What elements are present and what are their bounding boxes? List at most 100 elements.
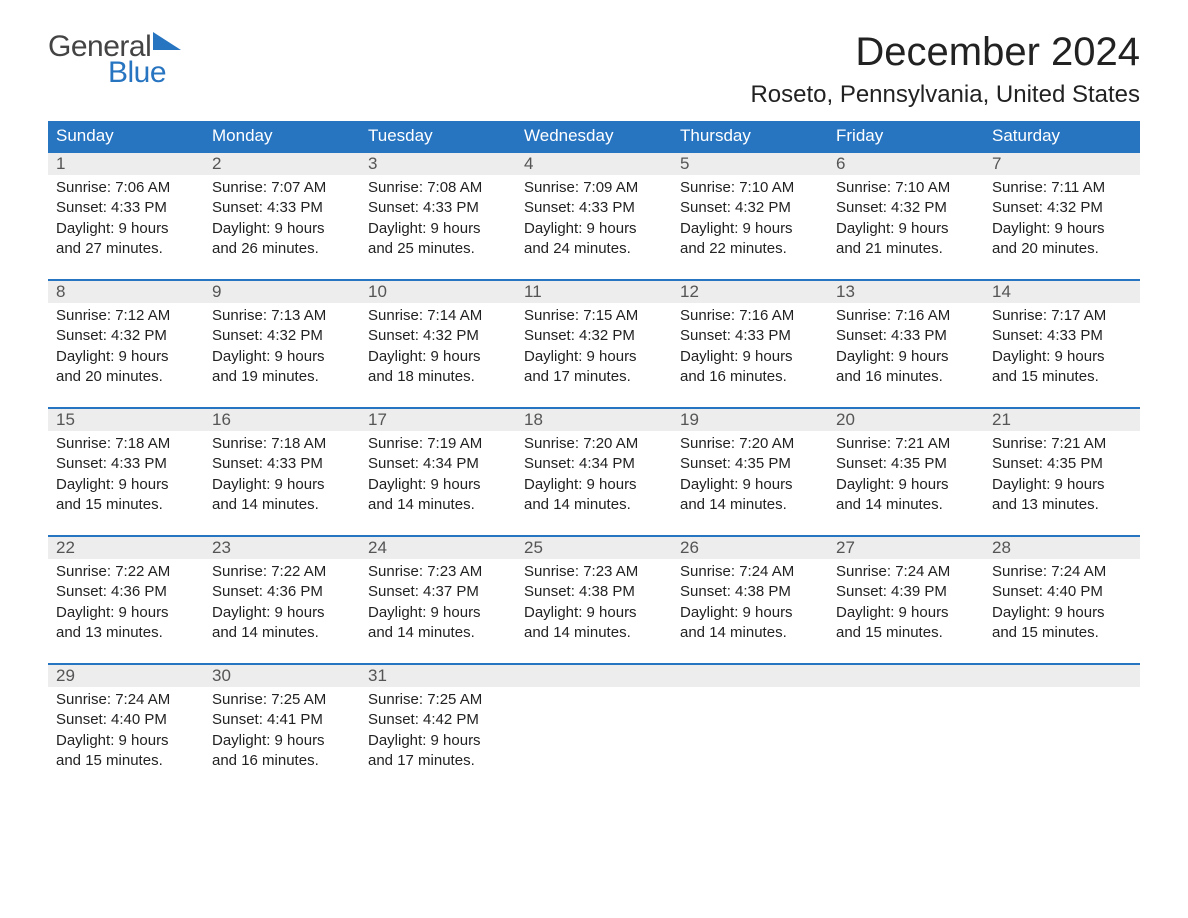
day-number: 12 xyxy=(672,281,828,303)
sunset-text: Sunset: 4:33 PM xyxy=(56,198,196,218)
daylight-text-2: and 19 minutes. xyxy=(212,367,352,387)
sunset-text: Sunset: 4:34 PM xyxy=(368,454,508,474)
day-content: Sunrise: 7:08 AMSunset: 4:33 PMDaylight:… xyxy=(360,175,516,259)
calendar-day: 21Sunrise: 7:21 AMSunset: 4:35 PMDayligh… xyxy=(984,409,1140,515)
daylight-text-1: Daylight: 9 hours xyxy=(212,731,352,751)
day-number: 17 xyxy=(360,409,516,431)
sunset-text: Sunset: 4:38 PM xyxy=(524,582,664,602)
sunrise-text: Sunrise: 7:24 AM xyxy=(992,562,1132,582)
sunset-text: Sunset: 4:33 PM xyxy=(56,454,196,474)
calendar-day: 28 Sunrise: 7:24 AMSunset: 4:40 PMDayligh… xyxy=(984,537,1140,643)
sunrise-text: Sunrise: 7:15 AM xyxy=(524,306,664,326)
sunrise-text: Sunrise: 7:06 AM xyxy=(56,178,196,198)
sunset-text: Sunset: 4:35 PM xyxy=(836,454,976,474)
calendar-day: 11Sunrise: 7:15 AMSunset: 4:32 PMDayligh… xyxy=(516,281,672,387)
sunset-text: Sunset: 4:32 PM xyxy=(992,198,1132,218)
sunrise-text: Sunrise: 7:18 AM xyxy=(56,434,196,454)
sunrise-text: Sunrise: 7:25 AM xyxy=(368,690,508,710)
calendar-week: 8Sunrise: 7:12 AMSunset: 4:32 PMDaylight… xyxy=(48,279,1140,387)
day-number: 8 xyxy=(48,281,204,303)
day-content: Sunrise: 7:21 AMSunset: 4:35 PMDaylight:… xyxy=(828,431,984,515)
day-content: Sunrise: 7:25 AMSunset: 4:41 PMDaylight:… xyxy=(204,687,360,771)
calendar-day: 4Sunrise: 7:09 AMSunset: 4:33 PMDaylight… xyxy=(516,153,672,259)
day-number: 1 xyxy=(48,153,204,175)
day-number: 6 xyxy=(828,153,984,175)
daylight-text-1: Daylight: 9 hours xyxy=(836,475,976,495)
calendar-day: 18Sunrise: 7:20 AMSunset: 4:34 PMDayligh… xyxy=(516,409,672,515)
daylight-text-2: and 15 minutes. xyxy=(56,751,196,771)
day-content: Sunrise: 7:23 AMSunset: 4:38 PMDaylight:… xyxy=(516,559,672,643)
calendar-day: 9Sunrise: 7:13 AMSunset: 4:32 PMDaylight… xyxy=(204,281,360,387)
sunrise-text: Sunrise: 7:20 AM xyxy=(524,434,664,454)
daylight-text-1: Daylight: 9 hours xyxy=(524,603,664,623)
header: General Blue December 2024 Roseto, Penns… xyxy=(48,30,1140,109)
daylight-text-2: and 14 minutes. xyxy=(368,623,508,643)
sunset-text: Sunset: 4:40 PM xyxy=(992,582,1132,602)
day-content: Sunrise: 7:22 AMSunset: 4:36 PMDaylight:… xyxy=(204,559,360,643)
calendar-day: 31Sunrise: 7:25 AMSunset: 4:42 PMDayligh… xyxy=(360,665,516,771)
daylight-text-1: Daylight: 9 hours xyxy=(212,475,352,495)
calendar-day: 12Sunrise: 7:16 AMSunset: 4:33 PMDayligh… xyxy=(672,281,828,387)
day-content: Sunrise: 7:25 AMSunset: 4:42 PMDaylight:… xyxy=(360,687,516,771)
weekday-header: Wednesday xyxy=(516,121,672,151)
daylight-text-2: and 25 minutes. xyxy=(368,239,508,259)
calendar-day: 5Sunrise: 7:10 AMSunset: 4:32 PMDaylight… xyxy=(672,153,828,259)
day-content: Sunrise: 7:14 AMSunset: 4:32 PMDaylight:… xyxy=(360,303,516,387)
sunset-text: Sunset: 4:32 PM xyxy=(212,326,352,346)
sunset-text: Sunset: 4:32 PM xyxy=(836,198,976,218)
daylight-text-1: Daylight: 9 hours xyxy=(836,219,976,239)
calendar-day: 19Sunrise: 7:20 AMSunset: 4:35 PMDayligh… xyxy=(672,409,828,515)
daylight-text-2: and 18 minutes. xyxy=(368,367,508,387)
sunset-text: Sunset: 4:32 PM xyxy=(524,326,664,346)
calendar-day-empty xyxy=(516,665,672,771)
sunset-text: Sunset: 4:42 PM xyxy=(368,710,508,730)
daylight-text-2: and 14 minutes. xyxy=(368,495,508,515)
daylight-text-1: Daylight: 9 hours xyxy=(524,219,664,239)
daylight-text-2: and 15 minutes. xyxy=(992,623,1132,643)
sunset-text: Sunset: 4:32 PM xyxy=(368,326,508,346)
weekday-header: Friday xyxy=(828,121,984,151)
sunrise-text: Sunrise: 7:16 AM xyxy=(680,306,820,326)
sunset-text: Sunset: 4:33 PM xyxy=(992,326,1132,346)
page-title: December 2024 xyxy=(750,30,1140,75)
sunset-text: Sunset: 4:33 PM xyxy=(368,198,508,218)
day-number xyxy=(828,665,984,687)
calendar-week: 29Sunrise: 7:24 AMSunset: 4:40 PMDayligh… xyxy=(48,663,1140,771)
day-content: Sunrise: 7:15 AMSunset: 4:32 PMDaylight:… xyxy=(516,303,672,387)
day-content: Sunrise: 7:24 AMSunset: 4:39 PMDaylight:… xyxy=(828,559,984,643)
day-content: Sunrise: 7:22 AMSunset: 4:36 PMDaylight:… xyxy=(48,559,204,643)
day-number: 9 xyxy=(204,281,360,303)
day-number: 2 xyxy=(204,153,360,175)
daylight-text-1: Daylight: 9 hours xyxy=(836,347,976,367)
daylight-text-1: Daylight: 9 hours xyxy=(368,347,508,367)
day-content: Sunrise: 7:10 AMSunset: 4:32 PMDaylight:… xyxy=(828,175,984,259)
daylight-text-2: and 15 minutes. xyxy=(56,495,196,515)
calendar-day: 30Sunrise: 7:25 AMSunset: 4:41 PMDayligh… xyxy=(204,665,360,771)
calendar-day: 2Sunrise: 7:07 AMSunset: 4:33 PMDaylight… xyxy=(204,153,360,259)
sunset-text: Sunset: 4:36 PM xyxy=(212,582,352,602)
sunrise-text: Sunrise: 7:09 AM xyxy=(524,178,664,198)
day-content: Sunrise: 7:16 AMSunset: 4:33 PMDaylight:… xyxy=(828,303,984,387)
daylight-text-1: Daylight: 9 hours xyxy=(836,603,976,623)
sunset-text: Sunset: 4:41 PM xyxy=(212,710,352,730)
daylight-text-2: and 16 minutes. xyxy=(212,751,352,771)
day-number: 22 xyxy=(48,537,204,559)
daylight-text-1: Daylight: 9 hours xyxy=(992,603,1132,623)
day-content: Sunrise: 7:19 AMSunset: 4:34 PMDaylight:… xyxy=(360,431,516,515)
day-content: Sunrise: 7:11 AMSunset: 4:32 PMDaylight:… xyxy=(984,175,1140,259)
sunrise-text: Sunrise: 7:23 AM xyxy=(524,562,664,582)
sunset-text: Sunset: 4:35 PM xyxy=(992,454,1132,474)
daylight-text-1: Daylight: 9 hours xyxy=(56,219,196,239)
weekday-header-row: Sunday Monday Tuesday Wednesday Thursday… xyxy=(48,121,1140,151)
calendar-day: 25Sunrise: 7:23 AMSunset: 4:38 PMDayligh… xyxy=(516,537,672,643)
sunset-text: Sunset: 4:33 PM xyxy=(212,454,352,474)
sunrise-text: Sunrise: 7:24 AM xyxy=(56,690,196,710)
calendar-day: 20Sunrise: 7:21 AMSunset: 4:35 PMDayligh… xyxy=(828,409,984,515)
day-number: 31 xyxy=(360,665,516,687)
daylight-text-2: and 16 minutes. xyxy=(836,367,976,387)
day-number: 29 xyxy=(48,665,204,687)
day-number: 28 xyxy=(984,537,1140,559)
day-content: Sunrise: 7:20 AMSunset: 4:35 PMDaylight:… xyxy=(672,431,828,515)
calendar-week: 1Sunrise: 7:06 AMSunset: 4:33 PMDaylight… xyxy=(48,151,1140,259)
sunrise-text: Sunrise: 7:22 AM xyxy=(212,562,352,582)
